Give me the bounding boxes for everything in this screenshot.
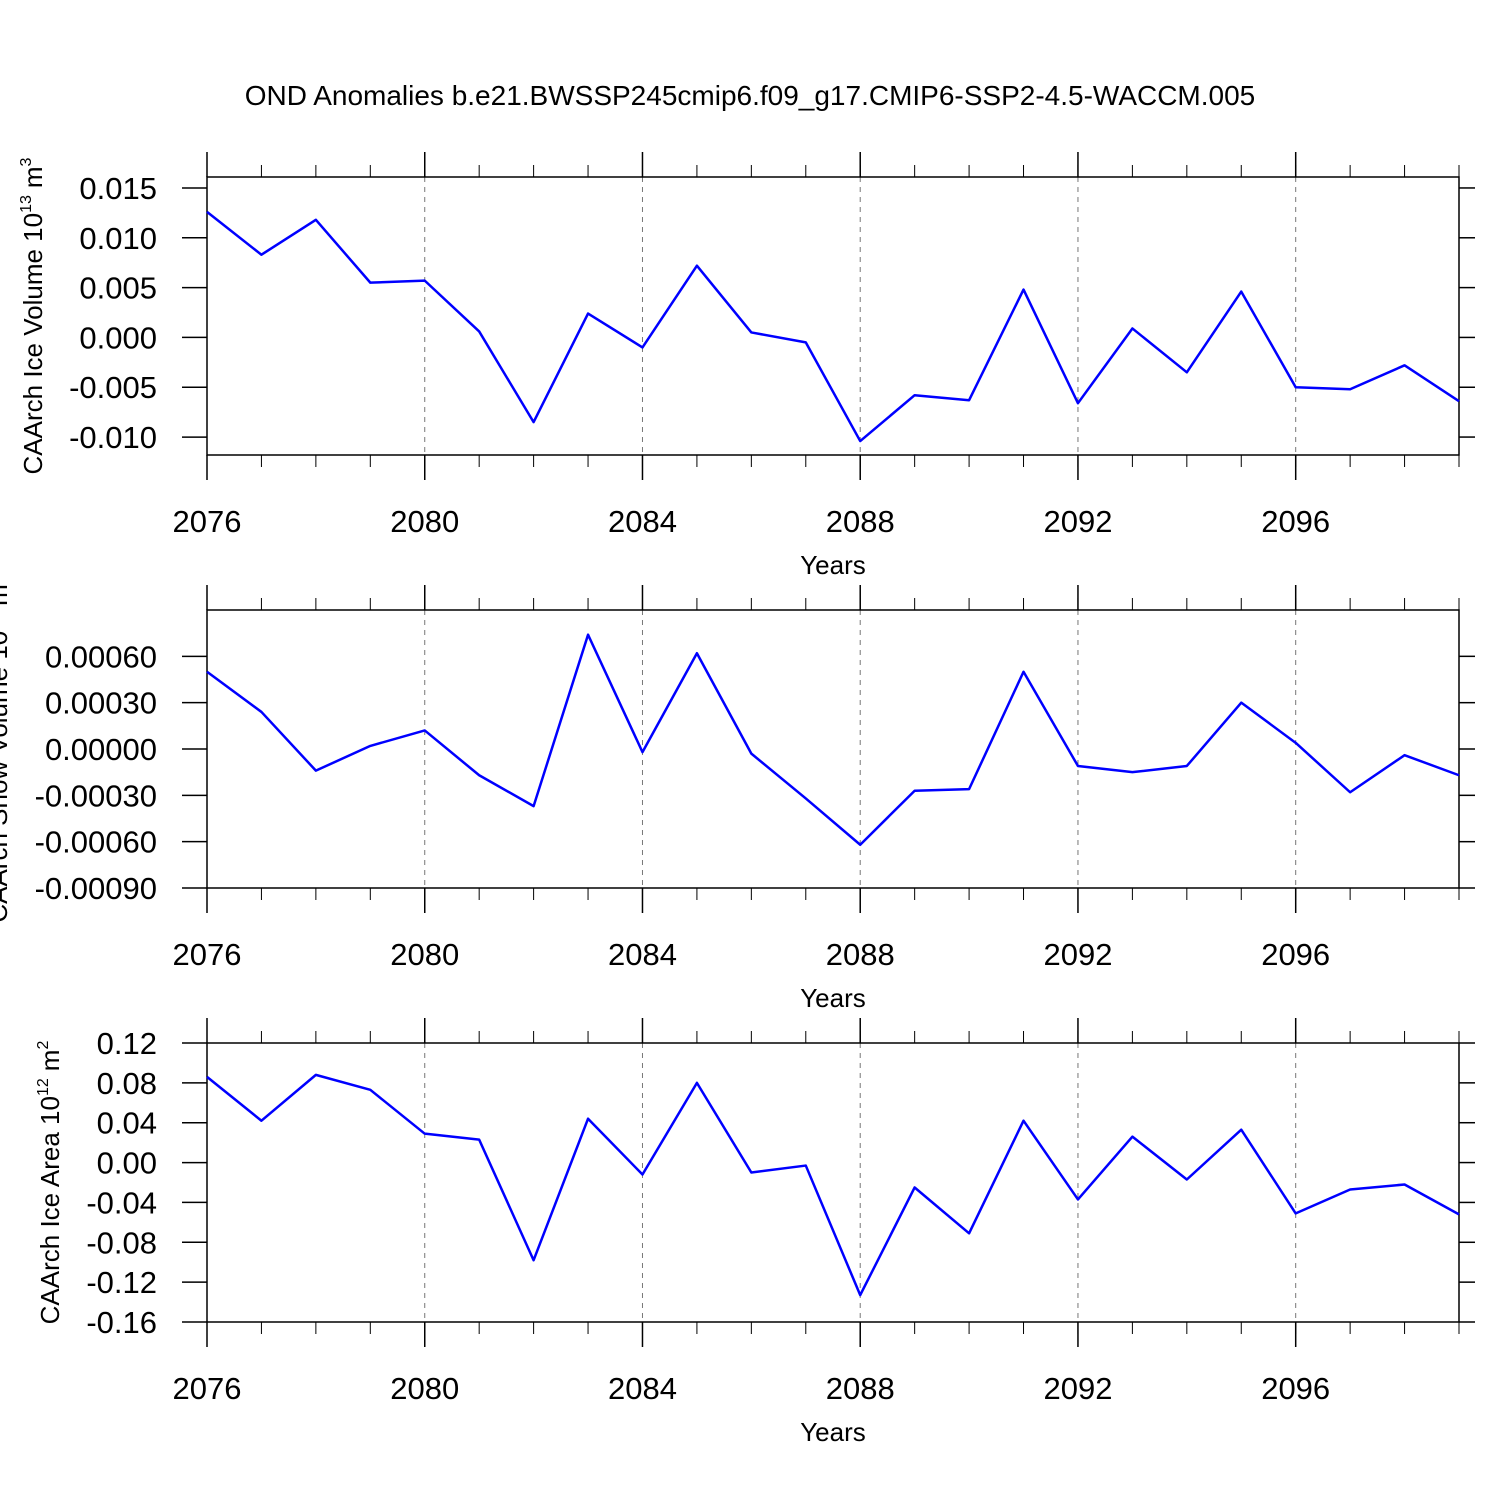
plot-frame <box>206 176 1460 456</box>
y-axis-label-unit-exponent: 3 <box>18 157 35 166</box>
x-tick-label: 2076 <box>173 1371 242 1406</box>
y-tick-label: 0.00030 <box>45 686 157 721</box>
y-axis-label-exponent: 13 <box>18 195 35 213</box>
y-axis-label-unit: m <box>0 584 13 606</box>
plot-frame <box>206 609 1460 889</box>
y-tick-label: -0.00030 <box>35 778 157 813</box>
y-axis-label-exponent: 12 <box>35 1078 52 1096</box>
y-tick-label: 0.04 <box>97 1106 157 1141</box>
y-axis-label-unit: m <box>18 166 48 188</box>
y-axis-label-unit: m <box>35 1050 65 1072</box>
y-tick-label: 0.015 <box>79 171 157 206</box>
x-tick-label: 2088 <box>826 937 895 972</box>
data-line <box>206 210 1460 443</box>
y-axis-label-unit-exponent: 2 <box>35 1041 52 1050</box>
y-axis-label-text: CAArch Ice Volume 10 <box>18 213 48 475</box>
y-tick-label: 0.12 <box>97 1026 157 1061</box>
x-tick-label: 2096 <box>1261 504 1330 539</box>
y-tick-label: -0.08 <box>86 1225 157 1260</box>
x-tick-label: 2092 <box>1043 1371 1112 1406</box>
y-axis-label-text: CAArch Ice Area 10 <box>35 1096 65 1324</box>
y-tick-label: 0.00 <box>97 1146 157 1181</box>
x-tick-label: 2092 <box>1043 937 1112 972</box>
x-tick-label: 2088 <box>826 504 895 539</box>
plot-frame <box>206 1042 1460 1323</box>
y-tick-label: -0.12 <box>86 1265 157 1300</box>
x-tick-label: 2096 <box>1261 1371 1330 1406</box>
x-axis-label: Years <box>800 1417 866 1447</box>
data-line <box>206 1073 1460 1297</box>
x-tick-label: 2076 <box>173 504 242 539</box>
x-axis-label: Years <box>800 983 866 1013</box>
x-axis-label: Years <box>800 550 866 580</box>
y-tick-label: -0.00090 <box>35 871 157 906</box>
x-tick-label: 2076 <box>173 937 242 972</box>
y-tick-label: -0.16 <box>86 1305 157 1340</box>
y-tick-label: 0.010 <box>79 221 157 256</box>
x-tick-label: 2080 <box>390 937 459 972</box>
y-tick-label: 0.00000 <box>45 732 157 767</box>
x-tick-label: 2092 <box>1043 504 1112 539</box>
data-line <box>206 633 1460 847</box>
x-tick-label: 2080 <box>390 504 459 539</box>
y-tick-label: -0.00060 <box>35 825 157 860</box>
y-tick-label: 0.000 <box>79 320 157 355</box>
y-tick-label: -0.005 <box>69 370 157 405</box>
y-tick-label: -0.010 <box>69 420 157 455</box>
y-tick-label: 0.005 <box>79 271 157 306</box>
x-tick-label: 2080 <box>390 1371 459 1406</box>
figure-title: OND Anomalies b.e21.BWSSP245cmip6.f09_g1… <box>245 80 1256 111</box>
x-tick-label: 2084 <box>608 504 677 539</box>
y-axis-label: CAArch Snow Volume 1013m3 <box>0 575 13 922</box>
y-axis-label-text: CAArch Snow Volume 10 <box>0 631 13 923</box>
x-tick-label: 2084 <box>608 1371 677 1406</box>
y-tick-label: 0.00060 <box>45 639 157 674</box>
y-tick-label: -0.04 <box>86 1185 157 1220</box>
y-axis-label: CAArch Ice Volume 1013 m3 <box>18 157 48 474</box>
x-tick-label: 2096 <box>1261 937 1330 972</box>
x-tick-label: 2084 <box>608 937 677 972</box>
y-axis-label: CAArch Ice Area 1012 m2 <box>35 1041 65 1325</box>
y-tick-label: 0.08 <box>97 1066 157 1101</box>
x-tick-label: 2088 <box>826 1371 895 1406</box>
